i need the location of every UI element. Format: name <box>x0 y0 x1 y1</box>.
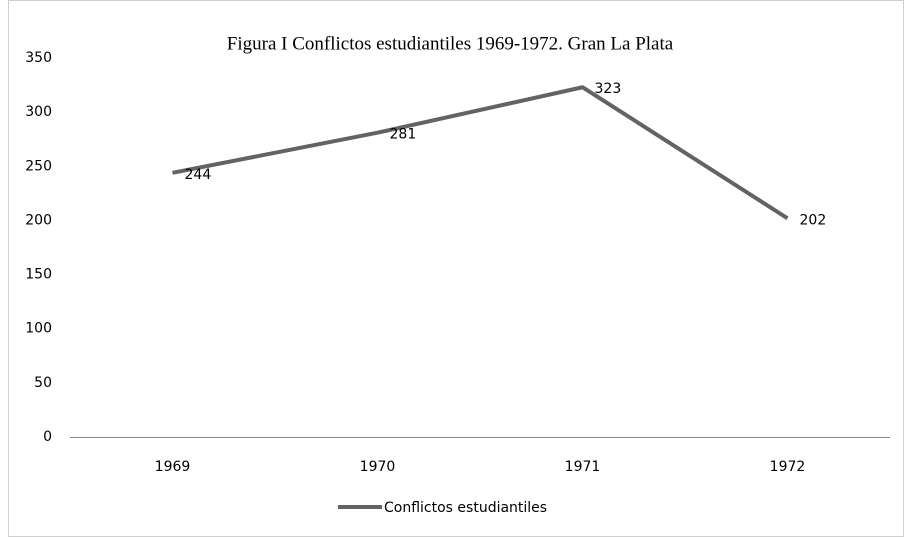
x-tick-label: 1970 <box>360 459 396 475</box>
y-tick-label: 250 <box>25 158 52 174</box>
x-tick-label: 1969 <box>155 459 191 475</box>
y-tick-label: 50 <box>34 375 52 391</box>
y-tick-label: 100 <box>25 321 52 337</box>
y-tick-label: 350 <box>25 50 52 66</box>
data-line <box>172 85 789 220</box>
y-tick-label: 150 <box>25 267 52 283</box>
chart-title: Figura I Conflictos estudiantiles 1969-1… <box>227 33 674 54</box>
x-tick-label: 1972 <box>770 459 806 475</box>
y-tick-label: 0 <box>43 429 52 445</box>
data-label: 323 <box>595 81 622 97</box>
y-tick-label: 300 <box>25 104 52 120</box>
legend-label: Conflictos estudiantiles <box>384 500 547 516</box>
chart-frame <box>8 0 904 537</box>
data-label: 202 <box>800 212 827 228</box>
y-tick-label: 200 <box>25 212 52 228</box>
data-label: 281 <box>390 127 417 143</box>
x-tick-label: 1971 <box>565 459 601 475</box>
data-label: 244 <box>185 167 212 183</box>
